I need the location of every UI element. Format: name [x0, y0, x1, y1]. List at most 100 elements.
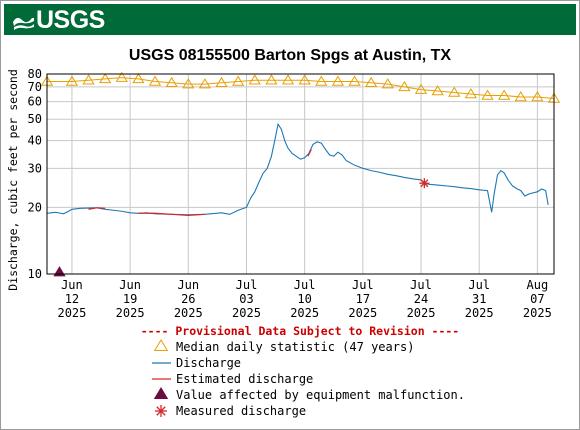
x-tick-label: 26: [181, 292, 195, 306]
usgs-logo-text: USGS: [36, 5, 105, 34]
measured-discharge-marker: [419, 178, 430, 189]
x-tick-label: 2025: [174, 306, 203, 320]
median-marker: [132, 72, 145, 84]
median-marker: [165, 76, 178, 88]
median-line: [47, 77, 555, 100]
x-tick-label: 2025: [348, 306, 377, 320]
median-marker: [348, 75, 361, 86]
legend-label: Value affected by equipment malfunction.: [176, 388, 465, 402]
legend-item-measured: Measured discharge: [155, 404, 306, 418]
legend-item-discharge: Discharge: [152, 356, 241, 370]
x-tick-label: Jul: [352, 278, 374, 292]
median-marker: [398, 80, 411, 92]
y-tick-label: 70: [28, 80, 42, 94]
x-tick-label: 2025: [116, 306, 145, 320]
y-tick-label: 60: [28, 95, 42, 109]
marker-layer: [40, 71, 561, 277]
median-marker: [115, 71, 128, 82]
measured-star-ray: [420, 179, 429, 188]
estimated-discharge-line: [138, 212, 205, 216]
series-layer: [46, 77, 555, 216]
estimated-discharge-line: [307, 149, 312, 157]
median-marker: [315, 75, 328, 86]
legend-label: Estimated discharge: [176, 372, 313, 386]
x-tick-label: 24: [414, 292, 428, 306]
plot-border: [46, 73, 555, 275]
x-tick-label: Jul: [294, 278, 316, 292]
x-tick-label: Jul: [410, 278, 432, 292]
usgs-banner: USGS: [4, 4, 576, 35]
median-marker: [497, 89, 511, 100]
median-marker: [514, 91, 527, 102]
median-marker: [365, 76, 378, 88]
y-tick-label: 30: [28, 161, 42, 175]
usgs-wave-icon: [13, 17, 34, 30]
x-tick-label: 2025: [407, 306, 436, 320]
y-tick-label: 50: [28, 112, 42, 126]
x-tick-label: Jun: [119, 278, 141, 292]
x-tick-label: 31: [472, 292, 486, 306]
provisional-note: ---- Provisional Data Subject to Revisio…: [141, 324, 460, 338]
x-tick-label: 10: [297, 292, 311, 306]
y-tick-label: 10: [28, 267, 42, 281]
grid-layer: [47, 73, 554, 275]
x-tick-label: 03: [239, 292, 253, 306]
median-marker: [232, 75, 245, 86]
legend-item-malfunction: Value affected by equipment malfunction.: [153, 387, 465, 402]
median-marker: [82, 74, 95, 85]
estimated-discharge-line: [88, 207, 106, 210]
median-marker: [464, 87, 478, 99]
legend-label: Median daily statistic (47 years): [176, 340, 414, 354]
median-marker: [431, 85, 444, 96]
legend-label: Discharge: [176, 356, 241, 370]
measured-star-ray: [156, 406, 166, 416]
chart-title: USGS 08155500 Barton Spgs at Austin, TX: [129, 47, 452, 64]
discharge-line: [46, 122, 549, 216]
x-tick-label: 2025: [232, 306, 261, 320]
median-marker: [331, 75, 345, 86]
median-marker: [148, 75, 162, 86]
x-tick-label: 19: [123, 292, 137, 306]
legend-malfunction-marker: [153, 387, 169, 399]
legend-item-estimated: Estimated discharge: [152, 372, 313, 386]
legend-label: Measured discharge: [176, 404, 306, 418]
usgs-logo[interactable]: USGS: [12, 5, 105, 34]
y-tick-label: 40: [28, 134, 42, 148]
median-marker: [265, 74, 278, 85]
x-tick-label: Jun: [61, 278, 83, 292]
x-tick-label: Jul: [468, 278, 490, 292]
median-marker: [215, 76, 228, 88]
x-tick-label: 12: [65, 292, 79, 306]
median-marker: [99, 72, 112, 84]
median-marker: [65, 75, 79, 86]
x-tick-label: 07: [530, 292, 544, 306]
median-marker: [481, 89, 494, 100]
x-tick-labels: Jun122025Jun192025Jun262025Jul032025Jul1…: [57, 278, 551, 320]
legend-median-marker: [153, 339, 169, 351]
median-marker: [248, 74, 261, 85]
median-marker: [531, 91, 544, 102]
median-marker: [182, 78, 195, 89]
y-tick-label: 80: [28, 67, 42, 81]
y-tick-label: 20: [28, 200, 42, 214]
median-marker: [298, 74, 311, 85]
median-marker: [381, 78, 394, 89]
median-marker: [281, 74, 295, 85]
x-tick-label: 2025: [465, 306, 494, 320]
legend-item-median: Median daily statistic (47 years): [153, 339, 414, 354]
x-tick-label: 2025: [290, 306, 319, 320]
x-tick-label: 2025: [57, 306, 86, 320]
x-tick-label: 17: [356, 292, 370, 306]
median-marker: [414, 83, 428, 94]
median-marker: [198, 78, 212, 89]
x-tick-label: Jun: [177, 278, 199, 292]
median-marker: [448, 86, 461, 97]
x-tick-label: 2025: [523, 306, 552, 320]
x-tick-label: Jul: [236, 278, 258, 292]
legend: Median daily statistic (47 years) Dischar…: [152, 339, 465, 418]
malfunction-marker: [53, 266, 66, 277]
x-tick-label: Aug: [527, 278, 549, 292]
legend-measured-marker: [155, 405, 167, 417]
